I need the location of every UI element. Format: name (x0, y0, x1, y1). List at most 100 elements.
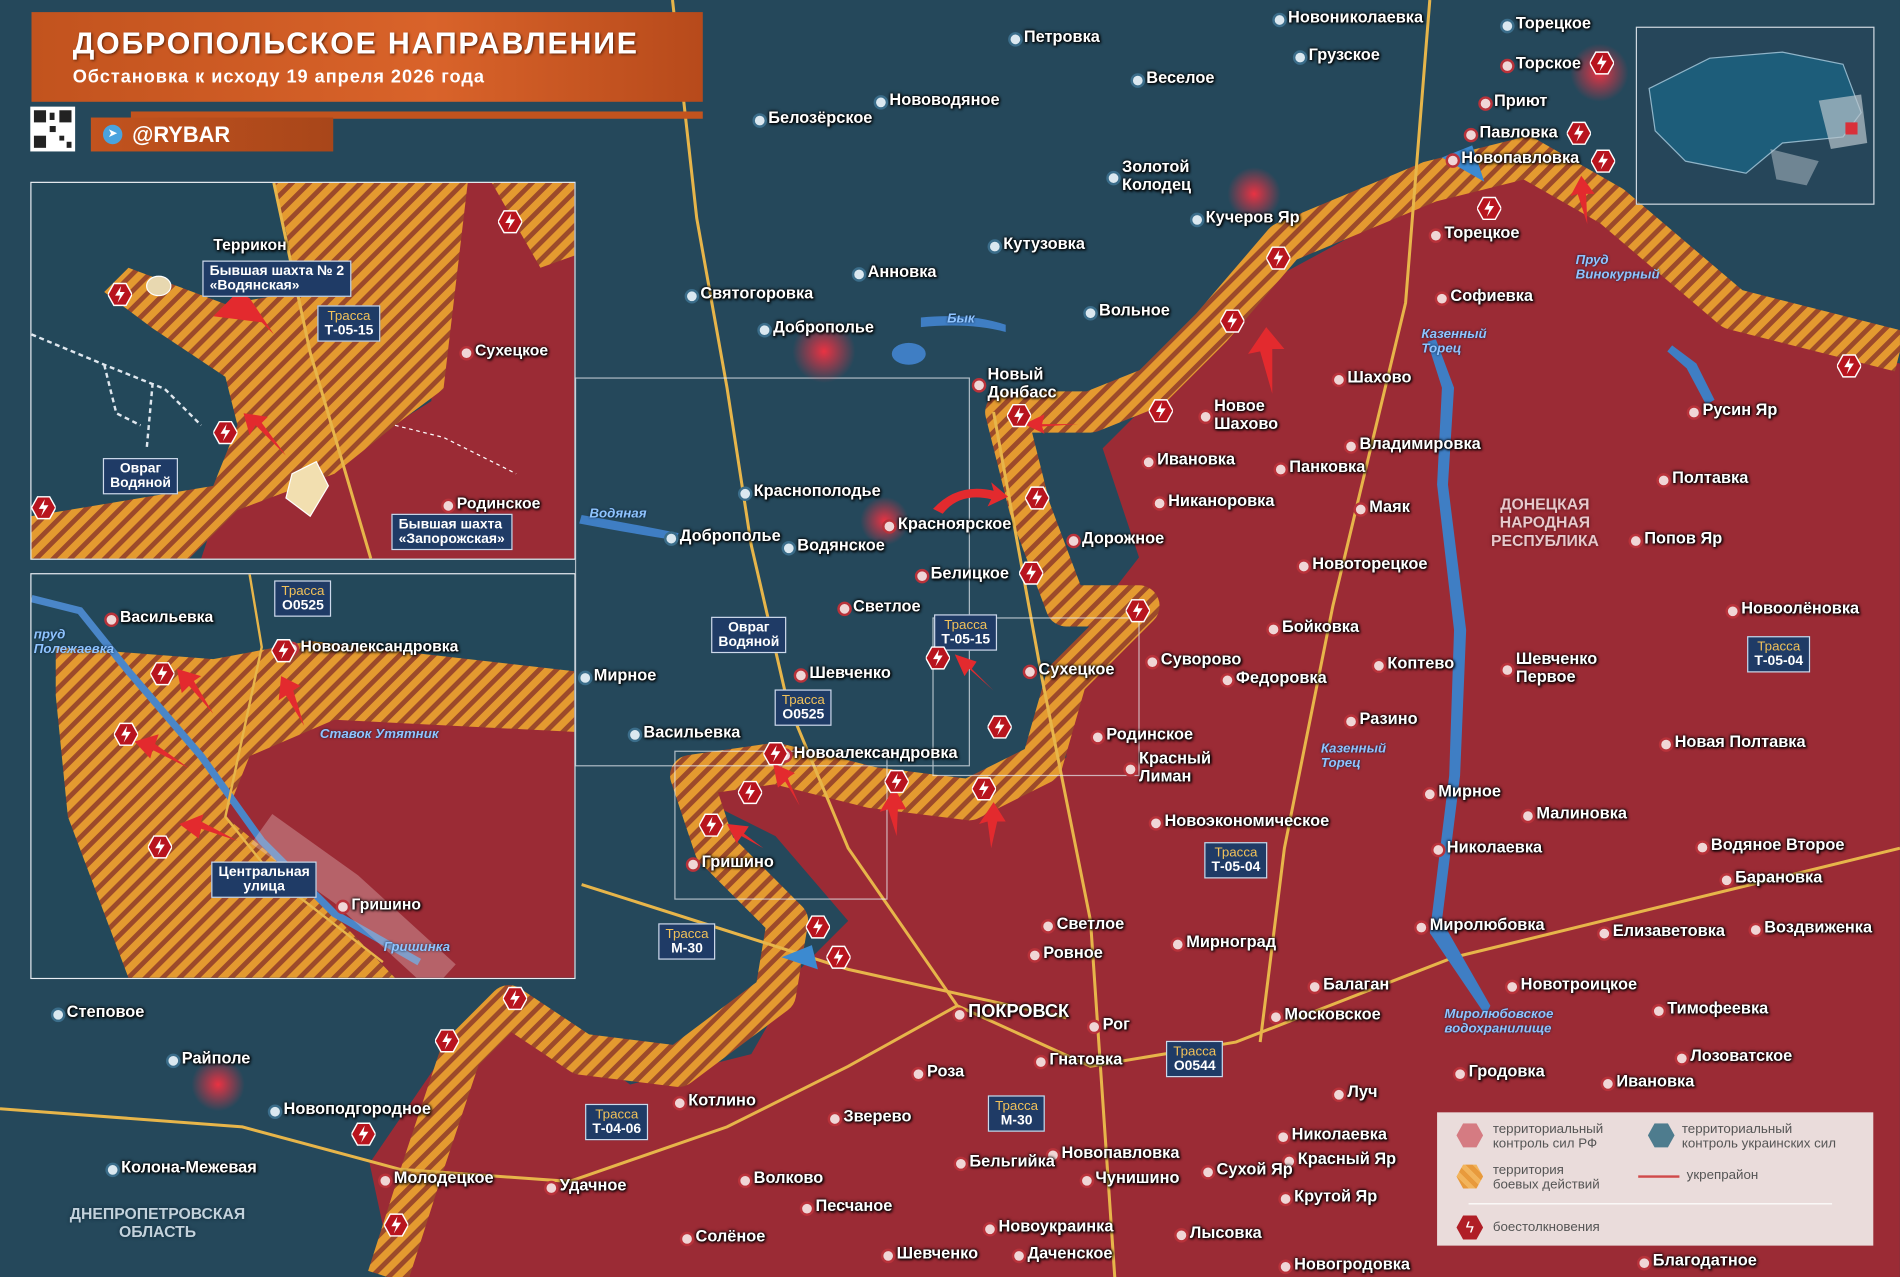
telegram-icon: ➤ (102, 124, 123, 145)
road-badge: Трасса Т-05-15 (934, 614, 998, 651)
lightning-hexagon-icon[interactable] (435, 1029, 460, 1053)
legend-clashes: боестолкновения (1492, 1220, 1600, 1235)
lightning-hexagon-icon[interactable] (763, 742, 788, 766)
lightning-hexagon-icon[interactable] (1006, 403, 1032, 428)
town-label: Федоровка (1220, 668, 1327, 688)
town-label: Кучеров Яр (1189, 207, 1300, 227)
lightning-hexagon-icon[interactable] (351, 1122, 376, 1146)
lightning-hexagon-icon[interactable] (699, 813, 724, 837)
lightning-hexagon-icon[interactable] (1589, 51, 1614, 75)
town-label: Ивановка (1141, 450, 1236, 469)
water-label: Водяная (589, 506, 647, 522)
lightning-hexagon-icon[interactable] (826, 945, 851, 969)
lightning-hexagon-icon[interactable] (1836, 354, 1862, 378)
legend-ru-control: территориальный контроль сил РФ (1492, 1122, 1604, 1152)
lightning-hexagon-icon[interactable] (213, 420, 238, 445)
ua-arrow-icon (781, 945, 818, 970)
town-label: Веселое (1130, 68, 1215, 88)
lightning-hexagon-icon[interactable] (1477, 196, 1502, 221)
town-label: Гришино (685, 852, 774, 872)
lightning-hexagon-icon[interactable] (987, 715, 1012, 739)
lightning-hexagon-icon[interactable] (498, 210, 523, 234)
inset2-water-label: Ставок Утятник (319, 727, 439, 742)
road-badge-number: М-30 (671, 941, 703, 957)
road-badge: Трасса М-30 (658, 923, 716, 960)
town-label: Нововодяное (873, 90, 1000, 110)
town-label: Чунишино (1079, 1168, 1180, 1188)
road-badge-number: Т-05-15 (324, 323, 374, 339)
inset2-territory (31, 574, 575, 978)
road-badge-prefix: Трасса (995, 1099, 1039, 1114)
lightning-hexagon-icon[interactable] (884, 769, 909, 794)
town-label: Русин Яр (1686, 400, 1778, 420)
lightning-hexagon-icon[interactable] (1266, 246, 1291, 270)
water-label: Миролюбовское водохранилище (1444, 1006, 1554, 1037)
lightning-hexagon-icon[interactable] (1025, 486, 1050, 510)
town-label: Анновка (851, 262, 937, 282)
inset1-label: Сухецкое (459, 341, 549, 360)
town-label: Белозёрское (752, 108, 873, 128)
town-label: Сухой Яр (1200, 1160, 1293, 1179)
overview-minimap (1635, 26, 1875, 205)
lightning-hexagon-icon[interactable] (31, 496, 56, 520)
lightning-hexagon-icon[interactable] (1019, 561, 1044, 585)
town-label: Владимировка (1343, 434, 1481, 454)
town-label: Миролюбовка (1414, 915, 1545, 935)
page-subtitle: Обстановка к исходу 19 апреля 2026 года (72, 66, 485, 88)
lightning-hexagon-icon[interactable] (925, 646, 950, 670)
town-label: Гродовка (1452, 1062, 1545, 1081)
road-badge-prefix: Трасса (781, 693, 825, 708)
road-badge-number: Т-05-04 (1754, 654, 1804, 669)
lightning-hexagon-icon[interactable] (384, 1213, 409, 1237)
lightning-hexagon-icon[interactable] (1148, 399, 1173, 423)
road-badge-prefix: Трасса (665, 926, 709, 942)
town-label: Шевченко (880, 1243, 979, 1263)
lightning-hexagon-icon[interactable] (1590, 149, 1616, 173)
road-badge: Трасса М-30 (987, 1095, 1046, 1132)
town-label: Вольное (1083, 301, 1170, 320)
town-label: Волково (737, 1168, 824, 1188)
inset2-label: Васильевка (104, 607, 214, 627)
town-label: Мирное (1422, 782, 1501, 801)
town-label: Новоолёновка (1725, 599, 1860, 618)
inset2-road-badge: Трасса О0525 (274, 580, 332, 617)
town-label: Роза (911, 1062, 965, 1081)
road-badge-prefix: Трасса (1214, 845, 1258, 861)
lightning-hexagon-icon[interactable] (107, 282, 133, 307)
town-label: Котлино (672, 1091, 756, 1110)
lightning-hexagon-icon[interactable] (271, 639, 296, 663)
road-badge: Трасса Т-05-04 (1747, 636, 1811, 673)
lightning-hexagon-icon[interactable] (971, 777, 997, 801)
road-badge-number: О0525 (282, 598, 324, 614)
channel-badge[interactable]: ➤ @RYBAR (90, 117, 334, 152)
town-label: Петровка (1008, 27, 1100, 47)
ua-control-swatch (1647, 1123, 1675, 1148)
town-label: Коптево (1371, 653, 1455, 673)
lightning-hexagon-icon[interactable] (737, 780, 763, 805)
water-label: Бык (947, 311, 975, 326)
town-label: Панковка (1273, 457, 1366, 477)
inset2-label: Центральная улица (211, 861, 318, 898)
town-label: Молодецкое (377, 1168, 494, 1188)
town-label: Мирноград (1170, 932, 1277, 952)
lightning-hexagon-icon[interactable] (147, 835, 173, 859)
town-label: Грузское (1292, 45, 1380, 65)
lightning-hexagon-icon: ϟ (1456, 1215, 1484, 1240)
lightning-hexagon-icon[interactable] (1566, 121, 1591, 145)
town-label: Доброполье (757, 318, 875, 337)
legend: территориальный контроль сил РФ территор… (1437, 1112, 1874, 1246)
lightning-hexagon-icon[interactable] (1220, 309, 1245, 333)
town-label: Благодатное (1637, 1251, 1757, 1270)
lightning-hexagon-icon[interactable] (1125, 599, 1150, 623)
town-label: Новопавловка (1445, 148, 1580, 168)
lightning-hexagon-icon[interactable] (150, 662, 175, 686)
town-label: Ивановка (1600, 1071, 1695, 1091)
lightning-hexagon-icon[interactable] (502, 986, 528, 1011)
town-label: Попов Яр (1628, 528, 1723, 548)
lightning-hexagon-icon[interactable] (113, 722, 139, 746)
town-label: Светлое (837, 596, 921, 616)
lightning-hexagon-icon[interactable] (805, 915, 831, 939)
town-label: Зверево (827, 1106, 912, 1126)
road-badge-prefix: Трасса (281, 584, 325, 599)
town-label: Новониколаевка (1272, 7, 1424, 27)
